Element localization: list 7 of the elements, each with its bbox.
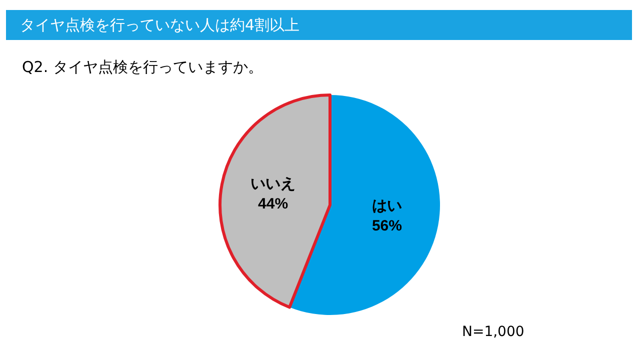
data-label: 56% (372, 217, 402, 234)
data-label: 44% (258, 196, 288, 213)
chart-title: タイヤ点検を行っていない人は約4割以上 (6, 10, 632, 40)
slice-label: いいえ (250, 176, 296, 193)
chart-subtitle: Q2. タイヤ点検を行っていますか。 (22, 58, 263, 77)
text: N=1,000 (462, 324, 524, 340)
slice-label: はい (372, 197, 402, 214)
